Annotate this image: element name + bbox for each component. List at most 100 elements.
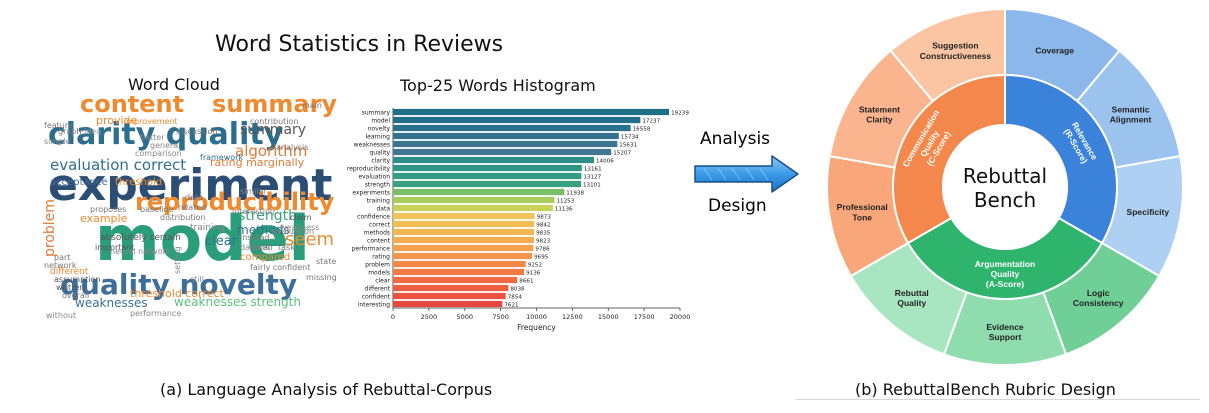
bar-value-label: 13127 xyxy=(583,175,601,181)
caption-divider xyxy=(795,399,1200,400)
word-cloud-word: main xyxy=(302,101,322,110)
bar-value-label: 9842 xyxy=(536,223,550,229)
bar-category-label: problem xyxy=(365,262,390,269)
bar-rating xyxy=(393,252,533,260)
bar-value-label: 11136 xyxy=(555,207,573,213)
bar-category-label: different xyxy=(365,286,391,293)
bar-category-label: correct xyxy=(369,222,391,229)
word-cloud-word: performance xyxy=(130,309,181,318)
outer-segment-label-line: Professional xyxy=(837,202,888,212)
bar-value-label: 16558 xyxy=(633,127,651,133)
word-cloud-word: better xyxy=(140,133,165,142)
bar-value-label: 15631 xyxy=(619,143,637,149)
word-cloud-word: weaknesses xyxy=(75,296,148,310)
bar-strength xyxy=(393,180,581,188)
word-cloud-word: missing xyxy=(306,273,337,282)
inner-segment-label-line: Argumentation xyxy=(975,259,1035,269)
bar-value-label: 11253 xyxy=(556,199,574,205)
caption-b: (b) RebuttalBench Rubric Design xyxy=(855,380,1116,399)
bar-category-label: novelty xyxy=(368,126,391,133)
outer-segment-label: Coverage xyxy=(1035,46,1074,56)
bar-novelty xyxy=(393,124,631,132)
analysis-label: Analysis xyxy=(700,129,771,149)
outer-segment-label-line: Support xyxy=(989,332,1022,342)
word-cloud-word: instead xyxy=(240,233,270,242)
word-cloud-word: evaluation xyxy=(272,227,314,236)
word-cloud-word: setting xyxy=(173,246,182,274)
bar-category-label: model xyxy=(371,118,390,125)
bar-category-label: weaknesses xyxy=(354,142,390,149)
bar-category-label: content xyxy=(367,238,391,245)
word-cloud-word: interesting xyxy=(232,207,275,216)
word-cloud-word: reproducibility xyxy=(135,188,335,216)
bar-interesting xyxy=(393,300,503,308)
word-cloud-word: seem xyxy=(285,229,334,250)
word-cloud-word: comparison xyxy=(135,149,182,158)
bar-model xyxy=(393,116,641,124)
outer-segment-label-line: Alignment xyxy=(1110,115,1152,125)
bar-category-label: performance xyxy=(352,246,391,253)
word-cloud-word: assumption xyxy=(54,275,101,284)
word-cloud-word: idea xyxy=(84,127,101,136)
bar-value-label: 15207 xyxy=(613,151,631,157)
word-cloud-word: improvement xyxy=(124,117,178,126)
bar-value-label: 9873 xyxy=(537,215,552,221)
bar-category-label: reproducibility xyxy=(347,166,391,173)
x-axis-label: Frequency xyxy=(517,323,556,332)
outer-segment-label-line: Suggestion xyxy=(932,41,978,51)
word-cloud-word: task xyxy=(278,243,295,252)
bar-category-label: evaluation xyxy=(358,174,390,181)
center-title-line1: Rebuttal xyxy=(963,164,1047,188)
word-cloud-word: clarity quality xyxy=(48,117,284,152)
bar-value-label: 8038 xyxy=(510,287,525,293)
x-tick-label: 2500 xyxy=(421,313,438,321)
word-cloud-word: discussion xyxy=(176,127,217,136)
word-cloud-word: baseline xyxy=(140,205,174,214)
outer-segment-label-line: Semantic xyxy=(1112,104,1150,114)
word-cloud-word: absolutely certain xyxy=(100,233,181,243)
bar-value-label: 7854 xyxy=(508,295,523,301)
word-cloud-word: written xyxy=(56,283,84,292)
x-tick-label: 7500 xyxy=(492,313,509,321)
design-label: Design xyxy=(708,196,767,216)
bar-category-label: quality xyxy=(369,150,390,157)
bar-value-label: 19239 xyxy=(671,111,689,117)
word-cloud-word: provide xyxy=(96,114,138,127)
bar-category-label: rating xyxy=(372,254,390,261)
word-cloud-word: weaknesses strength xyxy=(174,295,301,309)
word-cloud-word: related xyxy=(178,203,206,212)
word-cloud-word: claim xyxy=(290,213,312,222)
word-cloud-word: acceptance xyxy=(50,177,108,188)
word-cloud-word: quality novelty xyxy=(60,268,297,301)
bar-category-label: models xyxy=(368,270,390,277)
inner-segment-label-line: (A-Score) xyxy=(986,279,1024,289)
bar-weaknesses xyxy=(393,140,618,148)
bar-category-label: data xyxy=(376,206,390,213)
x-tick-label: 17500 xyxy=(634,313,655,321)
inner-segment-label-line: Quality xyxy=(991,269,1020,279)
word-cloud-word: training xyxy=(190,223,225,233)
word-cloud-word: summary xyxy=(212,96,337,118)
bar-quality xyxy=(393,148,612,156)
word-cloud-word: simple xyxy=(44,137,70,146)
main-title: Word Statistics in Reviews xyxy=(215,32,504,57)
bar-content xyxy=(393,236,534,244)
bar-value-label: 14006 xyxy=(596,159,614,165)
word-cloud-word: dataset xyxy=(240,243,270,252)
bar-category-label: methods xyxy=(364,230,390,237)
bar-value-label: 13161 xyxy=(584,167,602,173)
bar-category-label: clarity xyxy=(371,158,390,165)
word-cloud-word: framework xyxy=(200,153,243,162)
histogram-chart: summary 19239 model 17237 novelty 16558 learni… xyxy=(347,108,691,332)
word-cloud-word: important xyxy=(95,243,135,252)
center-title-line2: Bench xyxy=(974,188,1036,212)
x-tick-label: 20000 xyxy=(670,313,691,321)
x-tick-label: 10000 xyxy=(526,313,547,321)
bar-reproducibility xyxy=(393,164,582,172)
bar-value-label: 9252 xyxy=(528,263,542,269)
